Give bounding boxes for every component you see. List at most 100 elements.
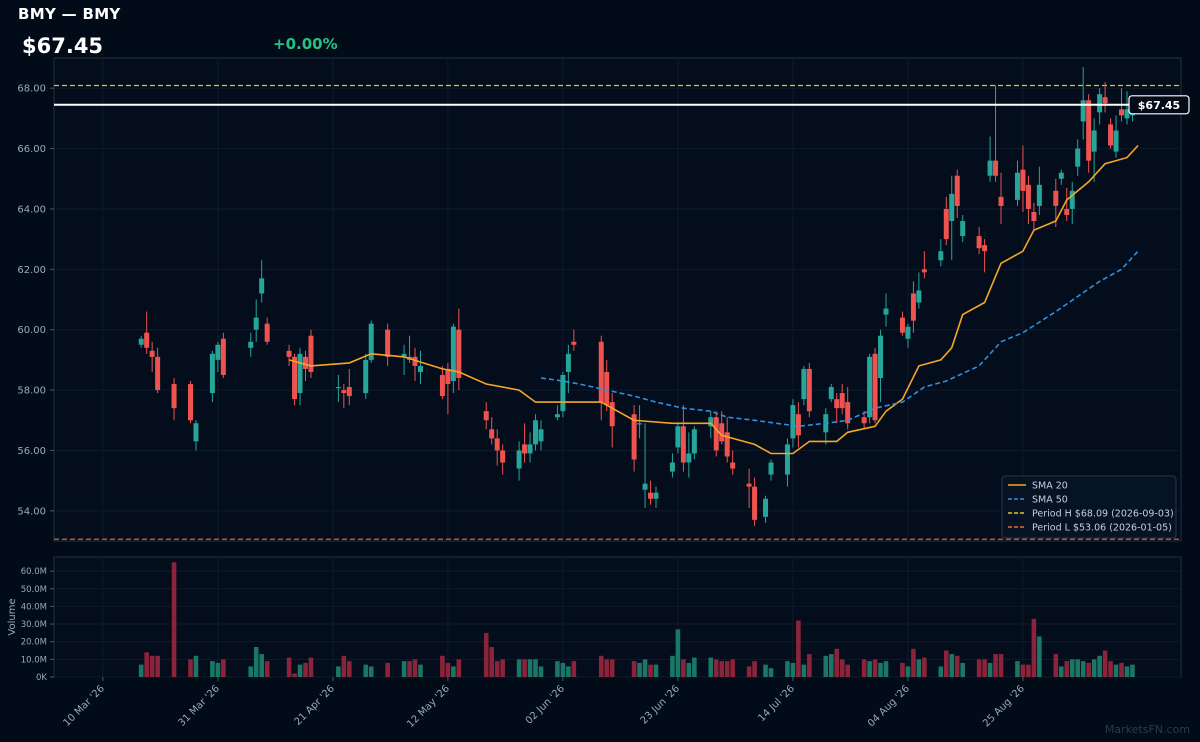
volume-bar	[253, 647, 259, 677]
volume-bar	[670, 655, 675, 677]
time-tick-label: 31 Mar '26	[176, 683, 222, 729]
volume-bar	[1102, 650, 1108, 677]
candle-body	[1031, 211, 1037, 222]
candle-body	[187, 384, 193, 421]
candle-body	[286, 350, 292, 357]
candle-body	[867, 356, 873, 418]
volume-bar	[763, 664, 768, 677]
volume-bar	[993, 654, 998, 677]
volume-bar	[867, 661, 872, 677]
candle-body	[845, 402, 851, 424]
volume-bar	[719, 661, 725, 677]
candle-body	[768, 462, 774, 475]
volume-bar	[555, 661, 560, 677]
candle-body	[1119, 109, 1125, 116]
candle-body	[220, 338, 226, 375]
volume-bar	[713, 659, 719, 677]
candle-body	[483, 411, 489, 421]
volume-bar	[790, 662, 796, 677]
volume-bar	[516, 659, 522, 677]
legend-entry: SMA 50	[1032, 495, 1068, 506]
candle-body	[839, 393, 845, 409]
candle-body	[341, 390, 347, 394]
candle-body	[554, 414, 560, 418]
volume-bar	[1015, 661, 1020, 677]
candle-body	[418, 365, 424, 372]
candle-body	[1020, 169, 1026, 191]
volume-bar	[604, 659, 610, 677]
volume-bar	[631, 661, 637, 677]
time-tick-label: 04 Aug '26	[866, 683, 912, 729]
candle-body	[949, 193, 955, 222]
volume-bar	[686, 662, 692, 677]
price-tick-label: 58.00	[17, 386, 46, 397]
volume-bar	[1031, 618, 1037, 677]
candle-body	[883, 308, 889, 315]
candle-body	[686, 453, 692, 463]
volume-bar	[171, 562, 177, 677]
candle-body	[976, 236, 982, 249]
legend-entry: Period H $68.09 (2026-09-03)	[1032, 509, 1174, 520]
candle-body	[680, 426, 686, 463]
volume-bars	[138, 562, 1135, 677]
reference-lines	[54, 84, 1181, 540]
price-line-group: $67.45	[54, 95, 1190, 115]
candle-body	[193, 423, 199, 442]
candle-body	[878, 335, 884, 378]
candle-body	[1075, 148, 1081, 167]
volume-bar	[297, 664, 303, 677]
volume-bar	[571, 661, 577, 677]
candle-body	[1053, 190, 1059, 206]
candle-body	[1069, 190, 1075, 209]
volume-bar	[724, 661, 730, 677]
price-tick-label: 68.00	[17, 84, 46, 95]
volume-bar	[1080, 661, 1086, 677]
price-tick-label: 64.00	[17, 204, 46, 215]
volume-bar	[637, 662, 642, 677]
volume-bar	[1058, 666, 1064, 677]
volume-bar	[1097, 655, 1102, 677]
watermark: MarketsFN.com	[1104, 723, 1190, 736]
candle-body	[708, 417, 714, 427]
candle-body	[598, 341, 604, 403]
volume-bar	[861, 659, 867, 677]
volume-tick-label: 50.0M	[21, 585, 47, 595]
candle-body	[653, 492, 659, 499]
volume-bar	[796, 620, 801, 677]
volume-bar	[785, 661, 790, 677]
volume-bar	[445, 662, 451, 677]
volume-bar	[648, 664, 653, 677]
volume-bar	[1064, 661, 1070, 677]
volume-bar	[609, 659, 615, 677]
candle-body	[910, 293, 916, 321]
candle-body	[439, 374, 445, 397]
candle-body	[1102, 97, 1108, 104]
candle-body	[171, 384, 177, 409]
candle-body	[533, 420, 539, 445]
price-tick-label: 54.00	[17, 506, 46, 517]
volume-bar	[1037, 636, 1042, 677]
volume-bar	[938, 666, 944, 677]
candle-body	[1108, 124, 1114, 146]
volume-bar	[483, 632, 489, 677]
volume-bar	[215, 662, 221, 677]
candle-body	[335, 387, 341, 389]
candle-body	[155, 356, 161, 391]
volume-bar	[347, 661, 352, 677]
volume-bar	[1124, 666, 1130, 677]
volume-bar	[1026, 664, 1031, 677]
candle-body	[1014, 172, 1020, 200]
volume-bar	[522, 659, 527, 677]
volume-bar	[878, 662, 883, 677]
candle-body	[522, 444, 528, 454]
candle-body	[138, 338, 144, 345]
volume-bar	[900, 662, 905, 677]
volume-bar	[149, 655, 155, 677]
candle-body	[565, 353, 571, 372]
candle-body	[730, 462, 736, 469]
volume-bar	[264, 661, 270, 677]
candle-body	[215, 344, 221, 360]
candle-body	[954, 175, 960, 206]
volume-bar	[210, 661, 215, 677]
volume-bar	[960, 662, 965, 677]
